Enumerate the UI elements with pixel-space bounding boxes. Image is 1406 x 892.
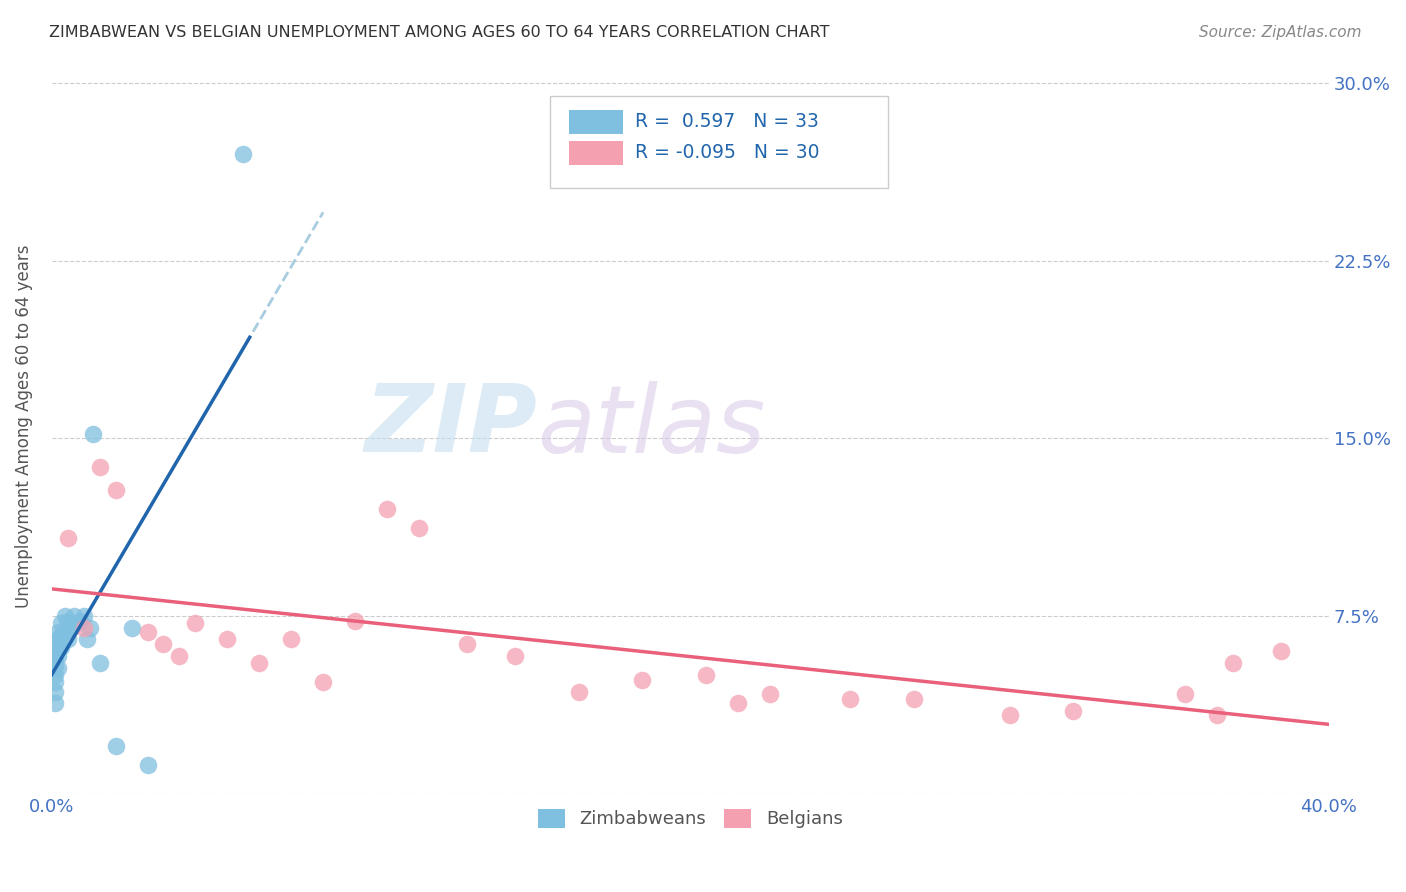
FancyBboxPatch shape [569,111,623,134]
Point [121,621,143,635]
Point [44,684,66,698]
Point [76,632,98,647]
Point [73,621,96,635]
Point [46,640,69,654]
FancyBboxPatch shape [550,96,889,188]
Point [152,637,174,651]
Point [136,625,159,640]
Point [344,614,367,628]
Text: atlas: atlas [537,381,765,472]
Point [759,687,782,701]
Point [280,632,302,647]
Point [59,621,82,635]
Point [46,661,69,675]
Point [89,656,111,670]
Point [375,502,398,516]
Point [44,675,66,690]
Point [104,483,127,498]
Point [727,697,749,711]
Point [44,697,66,711]
Point [104,739,127,753]
Point [998,708,1021,723]
Point [838,691,860,706]
Point [46,632,69,647]
Point [408,521,430,535]
Point [695,668,717,682]
Text: R = -0.095   N = 30: R = -0.095 N = 30 [636,144,820,162]
Point [136,758,159,772]
Point [53,608,76,623]
Point [1206,708,1229,723]
Point [1222,656,1244,670]
Point [46,625,69,640]
Point [247,656,270,670]
Point [82,426,104,441]
Point [503,649,526,664]
FancyBboxPatch shape [569,141,623,164]
Point [44,637,66,651]
Text: ZIP: ZIP [364,381,537,473]
Point [66,615,89,630]
Point [69,614,91,628]
Point [1174,687,1197,701]
Point [1062,704,1084,718]
Point [312,675,335,690]
Text: R =  0.597   N = 33: R = 0.597 N = 33 [636,112,820,131]
Point [44,651,66,665]
Point [56,614,79,628]
Point [1270,644,1292,658]
Point [56,632,79,647]
Point [44,644,66,658]
Point [44,668,66,682]
Legend: Zimbabweans, Belgians: Zimbabweans, Belgians [530,801,849,836]
Point [184,615,207,630]
Point [44,658,66,673]
Point [56,531,79,545]
Point [73,608,96,623]
Text: Source: ZipAtlas.com: Source: ZipAtlas.com [1198,25,1361,40]
Point [53,625,76,640]
Text: ZIMBABWEAN VS BELGIAN UNEMPLOYMENT AMONG AGES 60 TO 64 YEARS CORRELATION CHART: ZIMBABWEAN VS BELGIAN UNEMPLOYMENT AMONG… [49,25,830,40]
Point [46,649,69,664]
Point [51,640,73,654]
Point [232,147,254,161]
Point [51,615,73,630]
Point [169,649,191,664]
Point [631,673,654,687]
Point [456,637,478,651]
Point [217,632,239,647]
Point [51,628,73,642]
Point [567,684,589,698]
Point [79,621,101,635]
Point [89,459,111,474]
Point [63,608,86,623]
Y-axis label: Unemployment Among Ages 60 to 64 years: Unemployment Among Ages 60 to 64 years [15,244,32,608]
Point [903,691,925,706]
